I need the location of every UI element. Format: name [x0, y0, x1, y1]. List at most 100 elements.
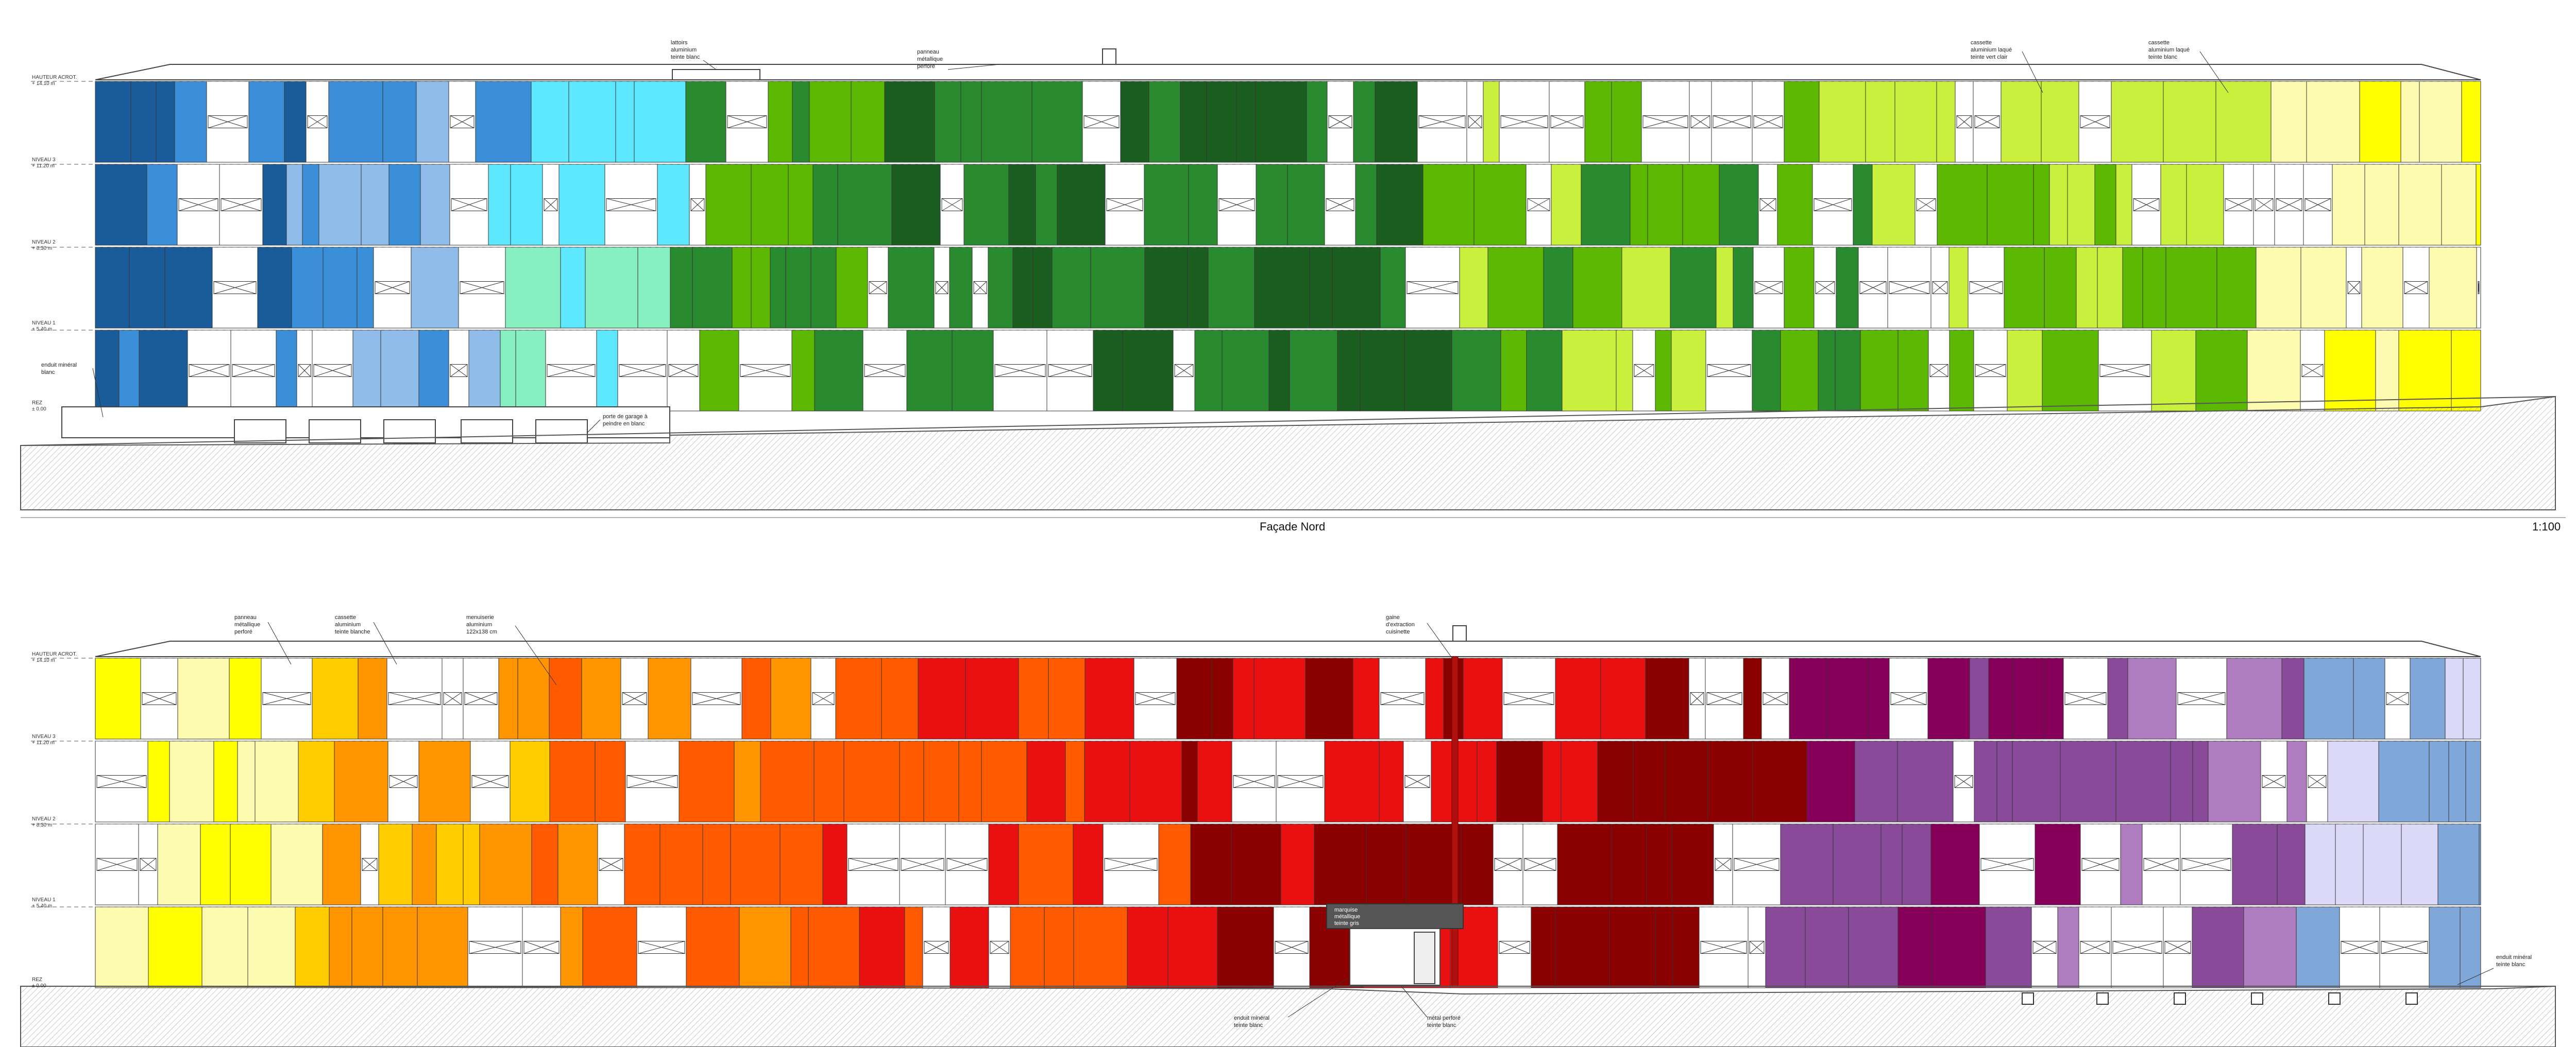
cladding-panel [2300, 247, 2347, 329]
cladding-panel [988, 247, 1013, 329]
cladding-panel [1630, 164, 1648, 246]
window-sash-symbol [1713, 115, 1751, 128]
cladding-panel [1073, 823, 1104, 905]
cladding-panel [1948, 247, 1969, 329]
cladding-panel [1707, 741, 1753, 822]
cladding-panel [560, 906, 583, 988]
cladding-panel [585, 247, 638, 329]
cladding-panel [139, 330, 188, 411]
window-sash-symbol [1762, 692, 1788, 705]
cladding-panel [2461, 81, 2481, 163]
annotation-lattoirs: lattoirs aluminium teinte blanc [671, 40, 717, 70]
annotation-menuiserie: menuiserie aluminium 122x138 cm [466, 614, 557, 685]
svg-text:aluminium laqué: aluminium laqué [1971, 47, 2012, 53]
cladding-panel [1526, 330, 1563, 411]
cladding-panel [95, 330, 120, 411]
window-sash-symbol [1404, 775, 1430, 788]
cladding-panel [2363, 823, 2402, 905]
cladding-panel [1090, 247, 1145, 329]
cladding-panel [760, 741, 815, 822]
level-value: + 8.30 m [32, 822, 52, 828]
cladding-panel [2127, 658, 2177, 740]
cladding-panel [95, 247, 130, 329]
window-sash-symbol [1690, 692, 1704, 705]
svg-text:aluminium laqué: aluminium laqué [2148, 47, 2190, 53]
svg-text:métallique: métallique [234, 622, 260, 628]
window-sash-symbol [1048, 364, 1092, 377]
annotation-metal-perfore: métal perforé teinte blanc [1401, 986, 1461, 1028]
cladding-panel [814, 330, 863, 411]
cladding-panel [1672, 906, 1700, 988]
cladding-panel [1500, 330, 1527, 411]
window-sash-symbol [2080, 115, 2110, 128]
cladding-panel [1459, 247, 1488, 329]
window-sash-symbol [1814, 198, 1852, 211]
cladding-panel [963, 164, 1009, 246]
cladding-panel [1670, 247, 1717, 329]
cladding-panel [958, 741, 982, 822]
cladding-panel [1671, 823, 1714, 905]
cladding-panel [1353, 81, 1376, 163]
window-sash-symbol [692, 692, 741, 705]
cladding-panel [1719, 164, 1759, 246]
window-sash-symbol [142, 692, 177, 705]
cladding-panel [1572, 247, 1622, 329]
cladding-panel [388, 164, 421, 246]
cladding-panel [1853, 164, 1873, 246]
cladding-panel [328, 81, 383, 163]
cladding-panel [2401, 823, 2438, 905]
level-value: + 5.40 m [32, 327, 52, 332]
cladding-panel [2465, 741, 2481, 822]
south-roof-line [95, 641, 2481, 657]
cladding-panel [418, 741, 471, 822]
cladding-panel [1268, 330, 1290, 411]
cladding-panel [686, 906, 740, 988]
cladding-panel [2398, 330, 2452, 411]
cladding-panel [1557, 823, 1612, 905]
cladding-panel [615, 81, 635, 163]
cladding-panel [2170, 741, 2193, 822]
cladding-panel [2076, 247, 2098, 329]
cladding-panel [2094, 164, 2116, 246]
cladding-panel [2192, 906, 2244, 988]
cladding-panel [323, 247, 358, 329]
window-sash-symbol [1527, 198, 1550, 211]
cladding-panel [851, 81, 885, 163]
south-entrance-door [1414, 932, 1435, 984]
window-sash-symbol [1503, 692, 1554, 705]
basement-window [2096, 992, 2109, 1005]
window-sash-symbol [1499, 941, 1530, 954]
window-sash-symbol [450, 364, 468, 377]
cladding-panel [1208, 247, 1255, 329]
cladding-panel [358, 658, 387, 740]
svg-text:perforé: perforé [234, 629, 252, 635]
cladding-panel [2007, 330, 2043, 411]
window-sash-symbol [1418, 115, 1466, 128]
cladding-panel [1255, 81, 1307, 163]
window-sash-symbol [848, 858, 899, 871]
window-sash-symbol [189, 364, 230, 377]
window-sash-symbol [606, 198, 656, 211]
cladding-panel [1777, 164, 1813, 246]
cladding-panel [891, 164, 941, 246]
window-sash-symbol [2404, 281, 2428, 294]
cladding-panel [95, 164, 147, 246]
cladding-panel [498, 658, 518, 740]
cladding-panel [1902, 823, 1931, 905]
cladding-panel [1937, 164, 1988, 246]
cladding-panel [1232, 658, 1255, 740]
cladding-panel [981, 81, 1032, 163]
svg-text:teinte blanc: teinte blanc [671, 54, 700, 60]
cladding-panel [1949, 330, 1974, 411]
window-sash-symbol [375, 281, 410, 294]
window-sash-symbol [471, 775, 509, 788]
cladding-panel [95, 658, 141, 740]
annotation-panneau-perfore: panneau métallique perforé [917, 49, 1000, 70]
cladding-panel [1496, 741, 1543, 822]
cladding-panel [2270, 81, 2307, 163]
cladding-panel [960, 81, 982, 163]
window-sash-symbol [1468, 115, 1482, 128]
cladding-panel [417, 906, 468, 988]
cladding-panel [378, 823, 413, 905]
cladding-panel [2041, 81, 2079, 163]
